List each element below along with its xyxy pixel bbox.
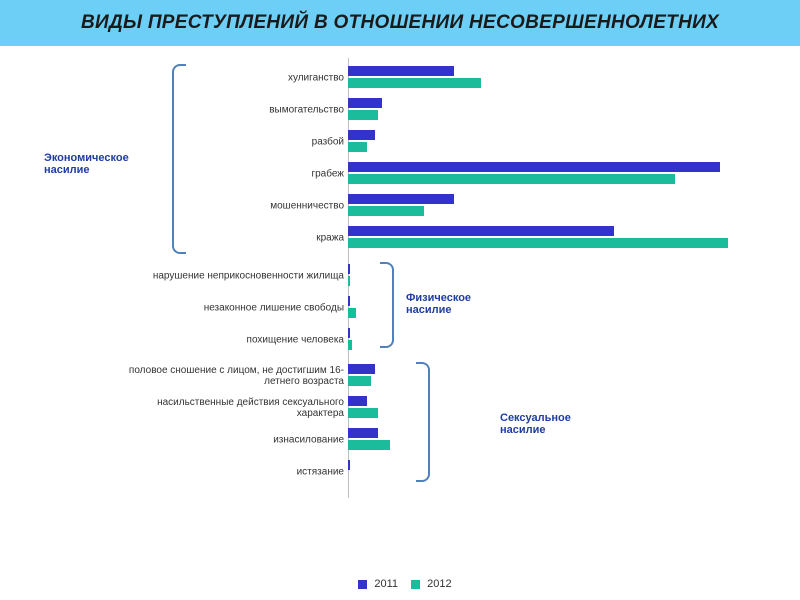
bar-2012: [348, 308, 356, 318]
legend: 2011 2012: [0, 578, 800, 590]
bar-2011: [348, 162, 720, 172]
category-label: мошенничество: [114, 201, 344, 212]
category-label: насильственные действия сексуального хар…: [114, 397, 344, 419]
category-label: половое сношение с лицом, не достигшим 1…: [114, 365, 344, 387]
category-label: истязание: [114, 467, 344, 478]
bar-2011: [348, 296, 350, 306]
group-label: Физическое насилие: [406, 292, 516, 316]
chart-row: половое сношение с лицом, не достигшим 1…: [0, 360, 800, 392]
bar-2011: [348, 130, 375, 140]
bar-group: [348, 396, 378, 420]
group-label: Сексуальное насилие: [500, 412, 610, 436]
bar-group: [348, 264, 350, 288]
bar-group: [348, 428, 390, 452]
page-title: ВИДЫ ПРЕСТУПЛЕНИЙ В ОТНОШЕНИИ НЕСОВЕРШЕН…: [20, 12, 780, 34]
category-label: изнасилование: [114, 435, 344, 446]
bar-2012: [348, 206, 424, 216]
bar-2012: [348, 340, 352, 350]
bar-2011: [348, 328, 350, 338]
crime-types-chart: хулиганствовымогательстворазбойграбежмош…: [0, 52, 800, 532]
bar-2012: [348, 408, 378, 418]
bar-2011: [348, 194, 454, 204]
legend-label-2011: 2011: [374, 578, 398, 590]
legend-swatch-2011: [358, 580, 367, 589]
group-label: Экономическое насилие: [44, 152, 154, 176]
bar-2011: [348, 226, 614, 236]
chart-row: вымогательство: [0, 94, 800, 126]
group-brace: [172, 64, 186, 254]
bar-group: [348, 328, 352, 352]
bar-2011: [348, 364, 375, 374]
category-label: кража: [114, 233, 344, 244]
bar-2011: [348, 460, 350, 470]
chart-row: истязание: [0, 456, 800, 488]
category-label: нарушение неприкосновенности жилища: [114, 271, 344, 282]
bar-2011: [348, 66, 454, 76]
bar-group: [348, 162, 720, 186]
bar-2012: [348, 174, 675, 184]
bar-group: [348, 130, 375, 154]
bar-group: [348, 66, 481, 90]
bar-2012: [348, 110, 378, 120]
category-label: похищение человека: [114, 335, 344, 346]
chart-row: незаконное лишение свободы: [0, 292, 800, 324]
bar-2012: [348, 238, 728, 248]
bar-2012: [348, 276, 350, 286]
group-brace: [416, 362, 430, 482]
bar-2011: [348, 428, 378, 438]
bar-group: [348, 296, 356, 320]
bar-2012: [348, 376, 371, 386]
category-label: хулиганство: [114, 73, 344, 84]
legend-label-2012: 2012: [427, 578, 451, 590]
bar-2012: [348, 142, 367, 152]
chart-row: хулиганство: [0, 62, 800, 94]
category-label: вымогательство: [114, 105, 344, 116]
chart-row: похищение человека: [0, 324, 800, 356]
chart-row: нарушение неприкосновенности жилища: [0, 260, 800, 292]
bar-group: [348, 364, 375, 388]
bar-group: [348, 226, 728, 250]
bar-group: [348, 194, 454, 218]
chart-row: насильственные действия сексуального хар…: [0, 392, 800, 424]
chart-row: мошенничество: [0, 190, 800, 222]
bar-2012: [348, 440, 390, 450]
bar-group: [348, 460, 350, 484]
header: ВИДЫ ПРЕСТУПЛЕНИЙ В ОТНОШЕНИИ НЕСОВЕРШЕН…: [0, 0, 800, 46]
bar-group: [348, 98, 382, 122]
bar-2011: [348, 98, 382, 108]
bar-2011: [348, 264, 350, 274]
legend-swatch-2012: [411, 580, 420, 589]
group-brace: [380, 262, 394, 348]
bar-2012: [348, 78, 481, 88]
chart-row: изнасилование: [0, 424, 800, 456]
chart-row: кража: [0, 222, 800, 254]
bar-2011: [348, 396, 367, 406]
category-label: разбой: [114, 137, 344, 148]
category-label: незаконное лишение свободы: [114, 303, 344, 314]
